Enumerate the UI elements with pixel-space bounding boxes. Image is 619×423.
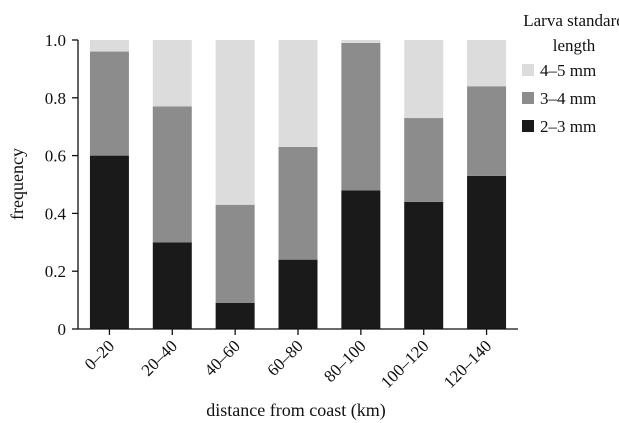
bar-segment-1-6 [404, 201, 444, 329]
y-tick-label: 0.2 [45, 262, 66, 281]
bar-segment-1-7 [467, 175, 507, 329]
y-ticks-group: 0 0.2 0.4 0.6 0.8 1.0 [45, 31, 78, 339]
bar-segment-1-3 [215, 302, 255, 329]
bars-group [89, 40, 507, 329]
legend-label-1: 4–5 mm [540, 61, 596, 80]
legend-title-line-1: Larva standard [523, 11, 619, 30]
y-tick-label: 0 [58, 320, 67, 339]
legend-swatch-3 [522, 120, 534, 132]
legend-title-line-2: length [553, 36, 596, 55]
x-tick-label: 60–80 [263, 336, 306, 379]
legend-label-3: 2–3 mm [540, 117, 596, 136]
y-tick-label: 1.0 [45, 31, 66, 50]
bar-segment-2-7 [467, 86, 507, 176]
bar-segment-1-5 [341, 190, 381, 329]
bar-segment-3-5 [341, 40, 381, 43]
legend-items: 4–5 mm 3–4 mm 2–3 mm [522, 61, 596, 136]
bar-segment-3-4 [278, 40, 318, 147]
bar-segment-1-2 [152, 242, 192, 329]
bar-segment-1-4 [278, 259, 318, 329]
bar-segment-2-6 [404, 118, 444, 202]
legend: Larva standard length 4–5 mm 3–4 mm 2–3 mm [522, 11, 619, 136]
bar-segment-3-7 [467, 40, 507, 87]
x-tick-label: 40–60 [200, 336, 243, 379]
y-axis-title: frequency [7, 148, 27, 220]
bar-segment-3-2 [152, 40, 192, 107]
bar-segment-3-3 [215, 40, 255, 205]
bar-segment-2-4 [278, 146, 318, 260]
y-tick-label: 0.6 [45, 147, 66, 166]
y-tick-label: 0.4 [45, 204, 67, 223]
bar-segment-3-6 [404, 40, 444, 119]
legend-swatch-2 [522, 92, 534, 104]
legend-label-2: 3–4 mm [540, 89, 596, 108]
x-tick-label: 0–20 [81, 336, 118, 373]
x-tick-label: 20–40 [138, 336, 181, 379]
bar-segment-2-1 [89, 51, 129, 156]
x-axis-title: distance from coast (km) [206, 400, 385, 421]
x-tick-label: 100–120 [377, 336, 433, 392]
y-tick-label: 0.8 [45, 89, 66, 108]
bar-segment-2-2 [152, 106, 192, 243]
x-ticks-group: 0–20 20–40 40–60 60–80 80–100 100–120 120–140 [81, 329, 496, 392]
bar-segment-2-3 [215, 204, 255, 303]
x-tick-label: 120–140 [440, 336, 496, 392]
bar-segment-3-1 [89, 40, 129, 52]
bar-segment-1-1 [89, 155, 129, 329]
bar-segment-2-5 [341, 42, 381, 191]
x-tick-label: 80–100 [320, 336, 369, 385]
legend-swatch-1 [522, 64, 534, 76]
